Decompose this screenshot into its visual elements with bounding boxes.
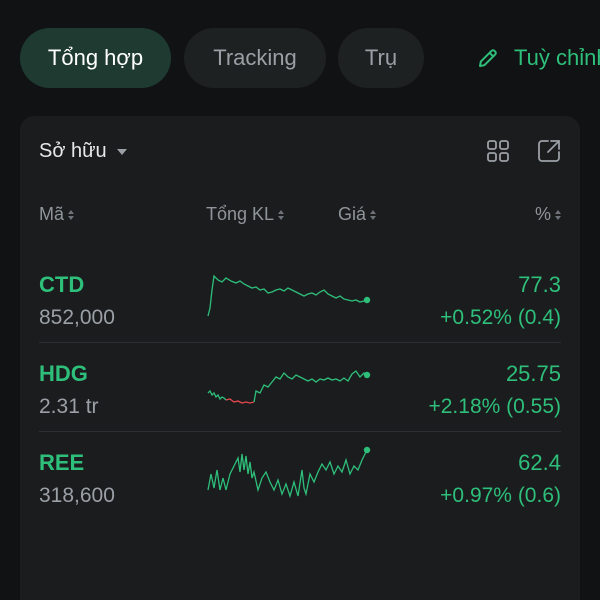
change: +2.18% (0.55): [428, 395, 561, 418]
ownership-filter-dropdown[interactable]: Sở hữu: [39, 140, 127, 163]
price: 62.4: [518, 450, 561, 475]
caret-down-icon: [116, 148, 127, 155]
header-percent-label: %: [534, 204, 551, 224]
tab-tru[interactable]: Trụ: [338, 28, 424, 88]
row-divider: [39, 431, 561, 432]
grid-view-icon[interactable]: [485, 138, 511, 164]
pencil-icon: [479, 49, 497, 67]
change: +0.52% (0.4): [440, 306, 561, 329]
header-volume-label: Tổng KL: [206, 204, 275, 224]
header-volume[interactable]: Tổng KL: [206, 204, 285, 225]
symbol: REE: [39, 450, 85, 475]
table-row[interactable]: REE 318,600 62.4 +0.97% (0.6): [20, 432, 580, 521]
sort-icon: [555, 209, 561, 220]
tab-tong-hop[interactable]: Tổng hợp: [20, 28, 171, 88]
header-price-label: Giá: [338, 204, 367, 224]
portfolio-card: Sở hữu Mã Tổng KL Giá % CTD 852,000 77.3: [20, 116, 580, 600]
customize-label: Tuỳ chỉnh: [514, 45, 600, 70]
sparkline-chart: [207, 370, 371, 404]
table-row[interactable]: HDG 2.31 tr 25.75 +2.18% (0.55): [20, 343, 580, 432]
volume: 852,000: [39, 306, 115, 329]
sparkline-chart: [207, 274, 371, 317]
row-divider: [39, 342, 561, 343]
sort-icon: [370, 209, 377, 220]
sort-icon: [68, 209, 75, 220]
price: 77.3: [518, 272, 561, 297]
tab-tracking[interactable]: Tracking: [184, 28, 326, 88]
sort-icon: [278, 209, 285, 220]
symbol: HDG: [39, 361, 88, 386]
header-code[interactable]: Mã: [39, 204, 75, 225]
header-price[interactable]: Giá: [338, 204, 377, 225]
expand-external-icon[interactable]: [536, 138, 562, 164]
volume: 2.31 tr: [39, 395, 99, 418]
table-row[interactable]: CTD 852,000 77.3 +0.52% (0.4): [20, 254, 580, 343]
header-percent[interactable]: %: [535, 204, 561, 225]
volume: 318,600: [39, 484, 115, 507]
change: +0.97% (0.6): [440, 484, 561, 507]
header-code-label: Mã: [39, 204, 65, 224]
symbol: CTD: [39, 272, 85, 297]
price: 25.75: [505, 361, 561, 386]
ownership-filter-label: Sở hữu: [39, 140, 107, 162]
customize-button[interactable]: Tuỳ chỉnh: [476, 28, 600, 88]
sparkline-chart: [207, 446, 371, 499]
tab-bar: Tổng hợp Tracking Trụ Tuỳ chỉnh: [0, 28, 600, 88]
